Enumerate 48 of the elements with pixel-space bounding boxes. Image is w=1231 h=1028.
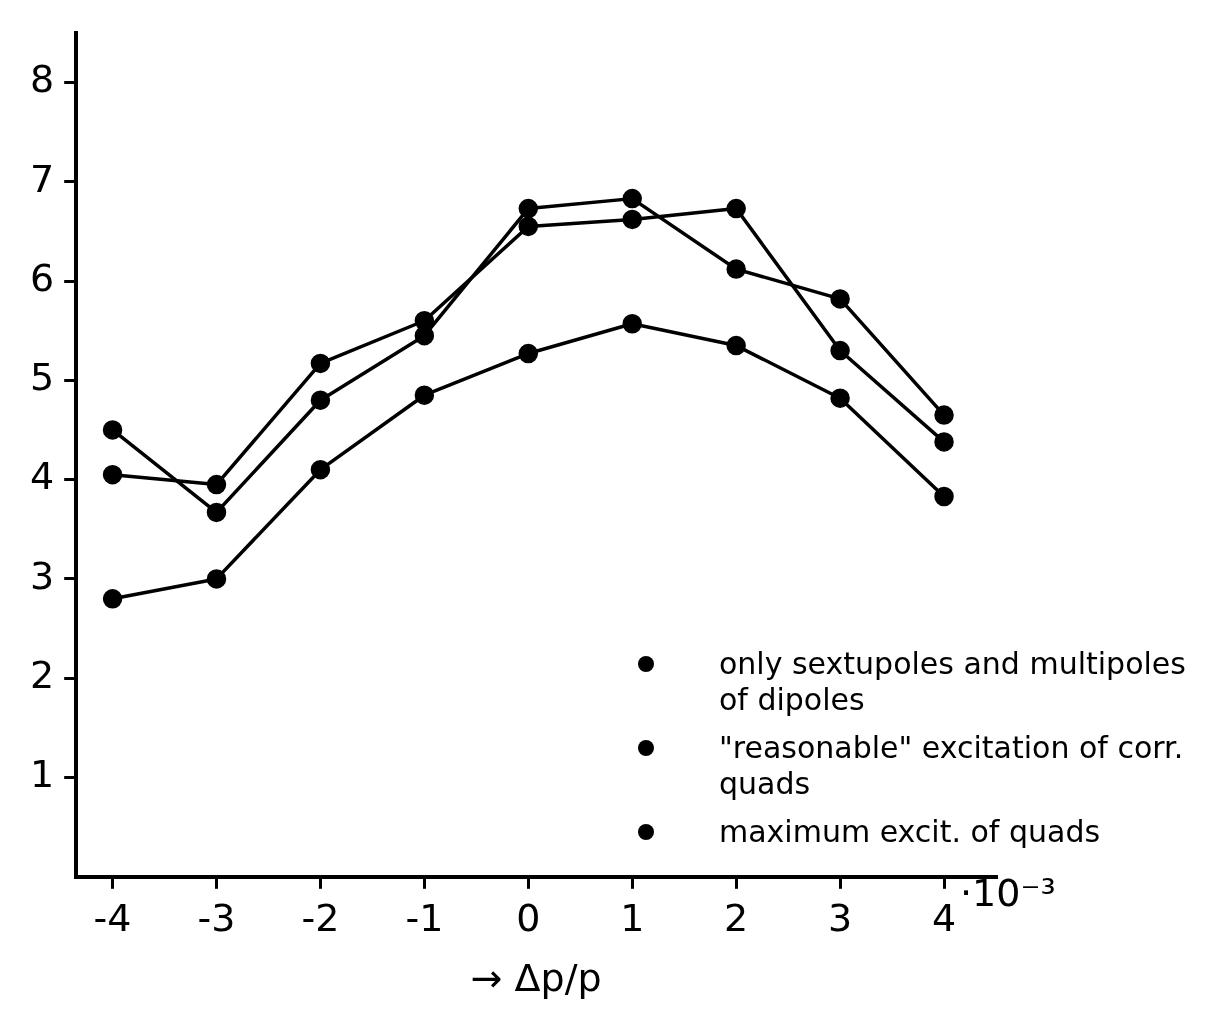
y-tick-label: 8 [29,57,55,102]
x-tick-label: 3 [828,896,853,941]
point [830,340,850,361]
annotation: ·10⁻³ [960,870,1056,915]
x-tick-label: -2 [301,896,340,941]
x-tick-label: 1 [620,896,645,941]
point [102,420,123,440]
y-tick-label: 7 [29,156,55,201]
point [934,486,954,507]
x-tick-label: -3 [197,896,236,941]
point [518,343,539,364]
point [414,385,435,405]
point [102,589,123,609]
point [310,390,331,410]
point [414,325,435,346]
x-tick-label: 2 [724,896,749,941]
point [726,259,746,279]
x-tick-label: 0 [516,896,541,941]
point [622,188,642,209]
y-tick-label: 1 [29,752,55,797]
point [622,209,642,230]
x-tick-label: -4 [93,896,132,941]
x-tick-label: -1 [405,896,444,941]
point [726,335,746,356]
legend-label: "reasonable" excitation of corr. quads [719,729,1185,802]
y-tick-label: 3 [29,553,55,598]
point [830,388,850,408]
point [206,569,227,589]
point [726,198,746,219]
y-tick-label: 5 [29,355,55,400]
point [518,216,539,237]
y-tick-label: 4 [29,454,55,499]
y-tick-label: 2 [29,653,55,698]
x-tick-label: 4 [931,896,957,941]
point [206,502,227,523]
point [830,289,850,309]
point [102,464,123,485]
point [310,459,331,480]
legend-label: only sextupoles and multipoles of dipoles [719,645,1187,718]
y-tick-label: 6 [29,255,55,300]
point [934,432,954,452]
point [622,313,642,334]
x-axis-title: → Δp/p [470,956,602,1001]
point [934,405,954,425]
legend-label: maximum excit. of quads [719,813,1101,850]
point [206,474,227,495]
point [518,198,539,219]
point [310,353,331,374]
